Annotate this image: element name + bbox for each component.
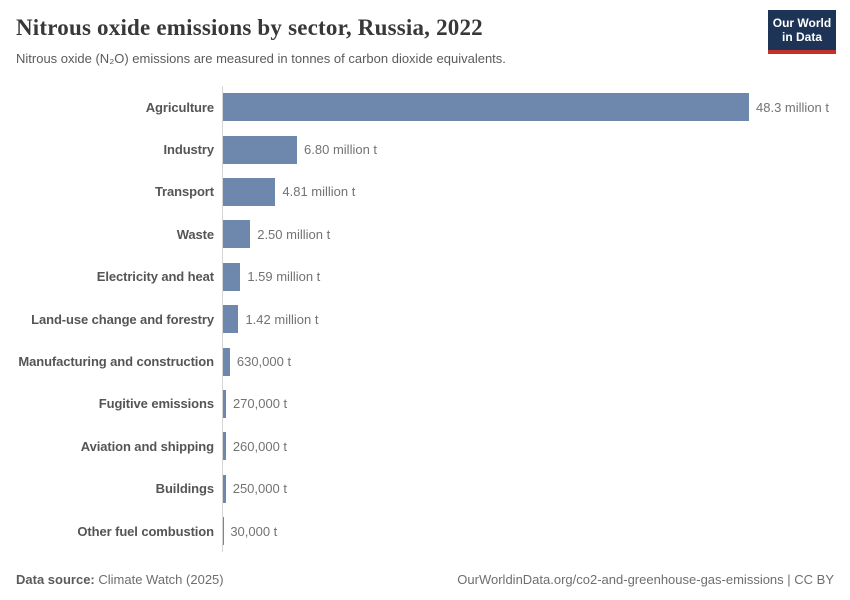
bar-row: Aviation and shipping 260,000 t <box>15 425 835 468</box>
value-label: 1.42 million t <box>245 311 319 327</box>
bar-track: 250,000 t <box>222 467 835 510</box>
value-label: 48.3 million t <box>756 99 829 115</box>
data-source-value: Climate Watch (2025) <box>98 572 224 587</box>
data-source: Data source: Climate Watch (2025) <box>16 572 224 587</box>
bar-row: Transport 4.81 million t <box>15 170 835 214</box>
value-label: 270,000 t <box>232 396 288 412</box>
category-label: Industry <box>163 142 215 158</box>
bar-chart: Agriculture 48.3 million t Industry 6.80 mi… <box>15 86 835 553</box>
chart-header: Nitrous oxide emissions by sector, Russi… <box>16 14 755 67</box>
bar-track: 260,000 t <box>222 425 835 468</box>
bar-track: 1.42 million t <box>222 297 835 341</box>
bar-track: 6.80 million t <box>222 128 835 171</box>
bar <box>223 93 749 122</box>
bar-row: Buildings 250,000 t <box>15 467 835 510</box>
bar <box>223 262 241 291</box>
bar-row: Fugitive emissions 270,000 t <box>15 382 835 426</box>
category-label: Land-use change and forestry <box>31 311 214 327</box>
bar-track: 630,000 t <box>222 340 835 383</box>
category-label: Other fuel combustion <box>77 523 214 539</box>
value-label: 30,000 t <box>230 523 278 539</box>
bar-row: Manufacturing and construction 630,000 t <box>15 340 835 383</box>
bar <box>223 474 226 503</box>
bar-track: 270,000 t <box>222 382 835 426</box>
category-label: Aviation and shipping <box>80 438 214 454</box>
owid-logo: Our World in Data <box>768 10 836 54</box>
bar <box>223 177 276 206</box>
owid-logo-line2: in Data <box>781 30 822 45</box>
bar-row: Industry 6.80 million t <box>15 128 835 171</box>
bar <box>223 135 298 164</box>
bar <box>223 220 251 249</box>
bar-row: Land-use change and forestry 1.42 million… <box>15 297 835 341</box>
attribution-link[interactable]: OurWorldinData.org/co2-and-greenhouse-ga… <box>457 572 834 587</box>
bar-track: 1.59 million t <box>222 255 835 298</box>
page-title: Nitrous oxide emissions by sector, Russi… <box>16 15 483 40</box>
page-subtitle: Nitrous oxide (N₂O) emissions are measur… <box>16 50 506 66</box>
bar-track: 2.50 million t <box>222 213 835 256</box>
value-label: 1.59 million t <box>247 269 321 285</box>
bar-track: 4.81 million t <box>222 170 835 214</box>
value-label: 2.50 million t <box>257 226 331 242</box>
category-label: Electricity and heat <box>96 269 214 285</box>
chart-footer: Data source: Climate Watch (2025) OurWor… <box>16 572 834 587</box>
value-label: 250,000 t <box>232 481 287 497</box>
bar-row: Other fuel combustion 30,000 t <box>15 509 835 553</box>
bar-track: 30,000 t <box>222 509 835 553</box>
value-label: 4.81 million t <box>282 184 356 200</box>
value-label: 260,000 t <box>232 438 288 454</box>
category-label: Manufacturing and construction <box>18 354 214 370</box>
bar-row: Agriculture 48.3 million t <box>15 86 835 129</box>
bar <box>223 347 230 376</box>
bar <box>223 432 226 461</box>
category-label: Fugitive emissions <box>98 396 214 412</box>
bar <box>223 305 239 334</box>
category-label: Waste <box>176 226 214 242</box>
value-label: 630,000 t <box>236 354 292 370</box>
category-label: Transport <box>154 184 214 200</box>
category-label: Buildings <box>155 481 214 497</box>
data-source-label: Data source: <box>16 572 95 587</box>
bar-track: 48.3 million t <box>222 86 835 129</box>
owid-logo-line1: Our World <box>772 16 832 30</box>
bar-row: Waste 2.50 million t <box>15 213 835 256</box>
bar <box>223 389 226 418</box>
bar-row: Electricity and heat 1.59 million t <box>15 255 835 298</box>
value-label: 6.80 million t <box>304 142 378 158</box>
category-label: Agriculture <box>145 99 214 115</box>
